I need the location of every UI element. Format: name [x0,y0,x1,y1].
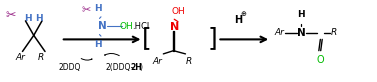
Text: O: O [317,55,324,65]
FancyArrowPatch shape [105,53,119,56]
Text: N: N [170,22,179,32]
Text: N: N [98,21,107,31]
Text: 2DDQ: 2DDQ [58,63,81,72]
Text: [: [ [142,26,152,50]
Text: ✂: ✂ [6,9,17,22]
Text: 2H: 2H [130,63,142,72]
Text: .HCl: .HCl [132,22,149,31]
Text: Ar: Ar [15,53,25,62]
Text: R: R [186,57,192,66]
Text: Ar: Ar [274,28,284,37]
Text: H: H [234,15,242,25]
Text: ⊕: ⊕ [241,11,246,17]
Text: R: R [330,28,337,37]
Text: H: H [297,10,305,19]
Text: ]: ] [208,26,218,50]
Text: OH: OH [119,22,133,31]
Text: H: H [94,4,101,13]
Text: ✂: ✂ [82,5,91,15]
Text: H: H [94,40,101,49]
Text: OH: OH [171,7,185,16]
Text: ): ) [139,63,142,72]
Text: Ar: Ar [153,57,162,66]
FancyArrowPatch shape [81,59,92,60]
Text: R: R [38,53,44,62]
Text: N: N [297,28,305,38]
Text: H: H [24,14,32,23]
Text: H: H [35,14,43,23]
Text: 2(DDQ-: 2(DDQ- [106,63,134,72]
